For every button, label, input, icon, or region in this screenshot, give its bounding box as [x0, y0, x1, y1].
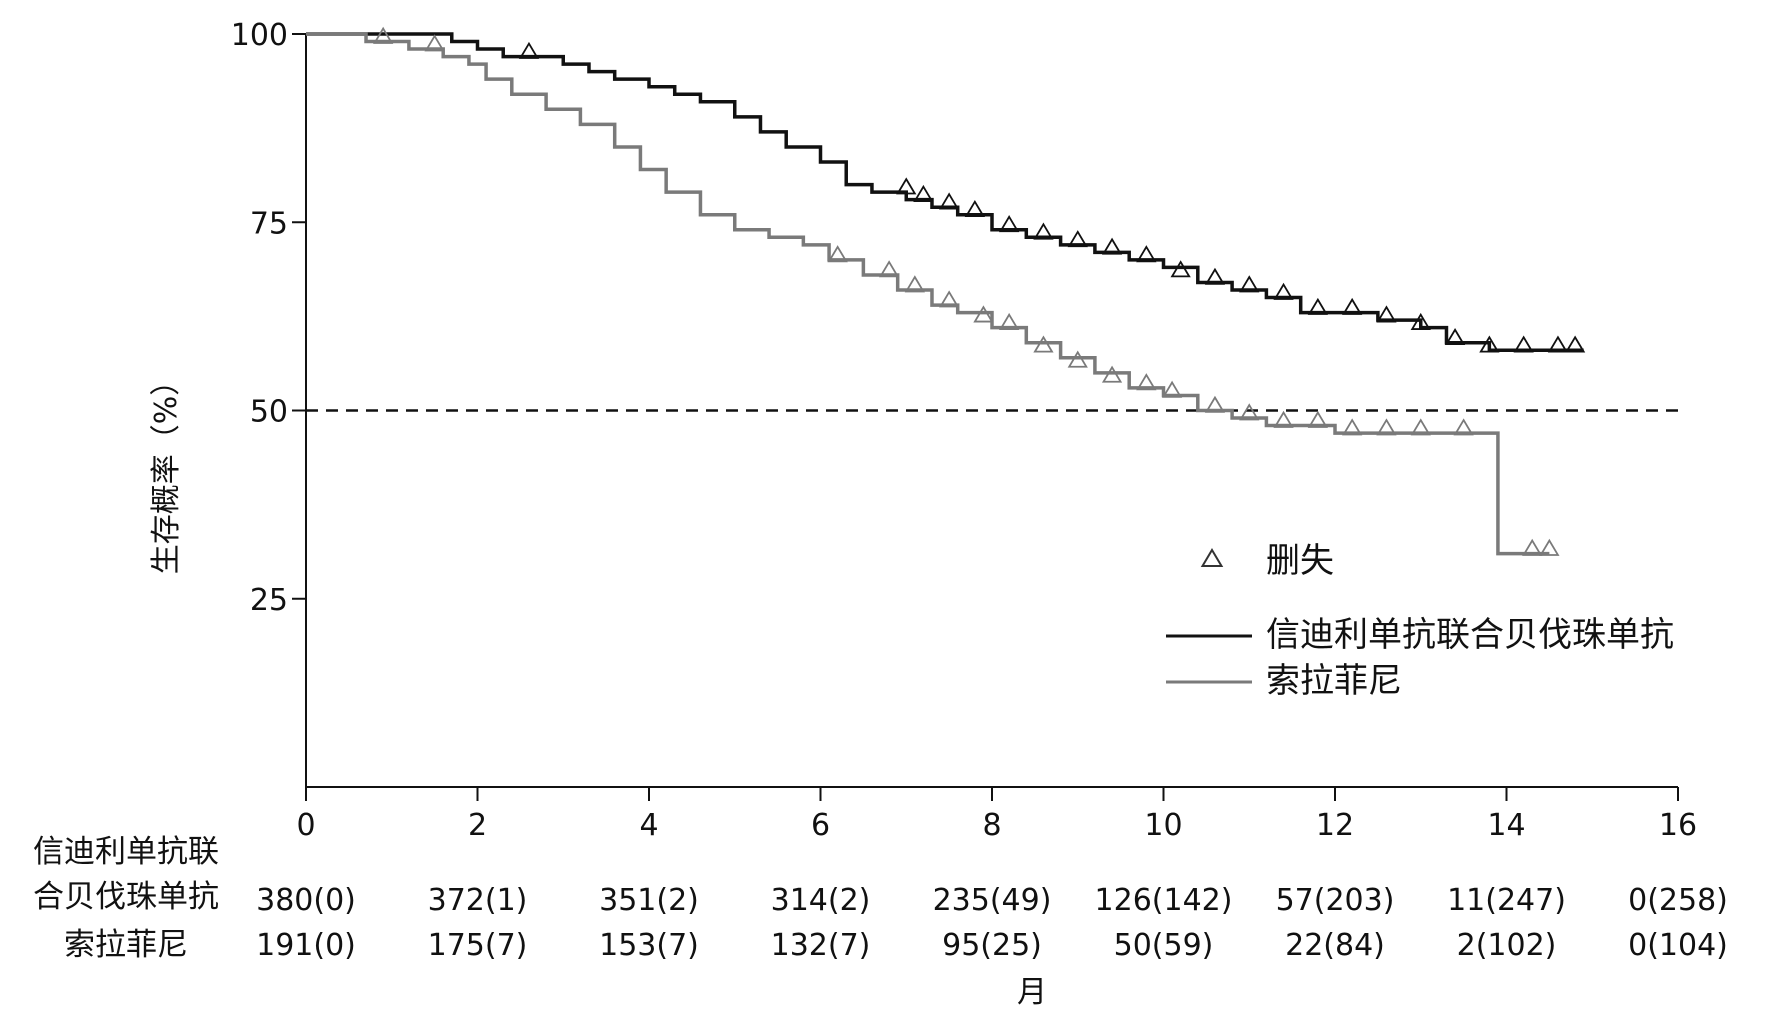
censor-mark	[973, 305, 994, 323]
x-tick-label: 16	[1659, 808, 1697, 843]
risk-row-1-value: 351(2)	[599, 883, 699, 918]
risk-row-1-value: 314(2)	[771, 883, 871, 918]
censor-mark	[1410, 312, 1431, 330]
censor-mark	[1204, 267, 1226, 285]
censor-mark	[1547, 335, 1569, 353]
censor-mark	[1136, 245, 1157, 263]
censor-mark	[1444, 327, 1466, 346]
censor-mark	[1273, 282, 1294, 300]
censor-mark	[1033, 335, 1054, 353]
risk-row-1-label-line-1: 信迪利单抗联	[33, 834, 219, 870]
y-tick-label: 25	[250, 583, 288, 618]
risk-row-1-value: 57(203)	[1276, 883, 1395, 918]
risk-row-2-value: 95(25)	[942, 928, 1042, 963]
x-tick-label: 2	[468, 808, 487, 843]
y-tick-label: 50	[250, 395, 288, 430]
series-2	[306, 26, 1560, 556]
censor-mark	[1136, 373, 1157, 391]
censor-mark	[964, 199, 985, 218]
risk-row-2-value: 22(84)	[1285, 928, 1385, 963]
risk-row-2-value: 50(59)	[1114, 928, 1214, 963]
censor-mark	[1342, 418, 1363, 436]
y-tick-label: 75	[250, 206, 288, 241]
censor-mark	[1376, 305, 1397, 323]
censor-mark	[913, 184, 934, 202]
axes: 100 75 50 25 0 2 4 6 8 10 12 14 16	[231, 18, 1697, 843]
censor-mark	[1033, 222, 1054, 240]
x-tick-label: 0	[296, 808, 315, 843]
censor-mark	[1101, 237, 1123, 255]
risk-row-2-value: 191(0)	[256, 928, 356, 963]
censor-mark	[1273, 410, 1294, 428]
risk-row-2-value: 2(102)	[1457, 928, 1557, 963]
risk-row-1-value: 372(1)	[428, 883, 528, 918]
censor-mark	[1170, 260, 1191, 278]
censor-mark	[1067, 230, 1088, 248]
series-1-line	[306, 32, 1584, 353]
legend-entry-1: 信迪利单抗联合贝伐珠单抗	[1266, 615, 1674, 655]
x-tick-label: 14	[1487, 808, 1525, 843]
censor-mark	[518, 41, 540, 59]
risk-row-2-value: 153(7)	[599, 928, 699, 963]
censor-mark	[1161, 380, 1183, 398]
x-tick-label: 8	[982, 808, 1001, 843]
legend-censor-icon	[1200, 548, 1224, 567]
y-axis-title: 生存概率（%）	[149, 366, 184, 575]
censor-mark	[1564, 335, 1586, 353]
censor-mark	[1453, 418, 1474, 436]
censor-mark	[1342, 297, 1363, 315]
censor-mark	[1307, 297, 1328, 315]
censor-mark	[938, 290, 960, 308]
censor-mark	[1522, 538, 1543, 556]
censor-mark	[1376, 418, 1397, 436]
censor-mark	[1204, 395, 1226, 413]
censor-mark	[424, 34, 445, 52]
y-tick-label: 100	[231, 18, 288, 53]
censor-mark	[1539, 538, 1560, 556]
risk-row-1-value: 0(258)	[1628, 883, 1728, 918]
series-layer	[306, 26, 1586, 556]
series-2-line	[306, 32, 1550, 556]
legend-censor-label: 删失	[1266, 541, 1334, 581]
x-axis-title: 月	[1017, 975, 1047, 1010]
risk-row-1-label-line-2: 合贝伐珠单抗	[33, 879, 219, 915]
censor-mark	[1239, 403, 1260, 421]
censor-mark	[1067, 350, 1088, 368]
censor-mark	[1307, 410, 1328, 428]
censor-mark	[1513, 335, 1534, 353]
censor-mark	[827, 245, 848, 263]
censor-mark	[878, 260, 900, 278]
censor-mark	[896, 177, 917, 195]
censor-mark	[999, 312, 1020, 330]
censor-mark	[1479, 335, 1500, 353]
risk-row-2-label: 索拉菲尼	[64, 927, 188, 963]
x-tick-label: 12	[1316, 808, 1354, 843]
censor-mark	[999, 215, 1020, 233]
risk-row-2-value: 0(104)	[1628, 928, 1728, 963]
risk-row-2-value: 132(7)	[771, 928, 871, 963]
censor-mark	[373, 26, 394, 44]
censor-mark	[904, 275, 925, 293]
risk-row-1-value: 11(247)	[1447, 883, 1566, 918]
series-1	[306, 32, 1586, 353]
risk-row-1-value: 380(0)	[256, 883, 356, 918]
x-tick-label: 6	[811, 808, 830, 843]
censor-mark	[1101, 365, 1123, 383]
censor-mark	[1239, 275, 1260, 293]
censor-mark	[1410, 418, 1431, 436]
legend-entry-2: 索拉菲尼	[1266, 661, 1402, 701]
risk-row-1-value: 126(142)	[1095, 883, 1233, 918]
x-tick-label: 4	[639, 808, 658, 843]
x-tick-label: 10	[1144, 808, 1182, 843]
risk-row-2-value: 175(7)	[428, 928, 528, 963]
risk-row-1-value: 235(49)	[933, 883, 1052, 918]
censor-mark	[938, 192, 960, 210]
